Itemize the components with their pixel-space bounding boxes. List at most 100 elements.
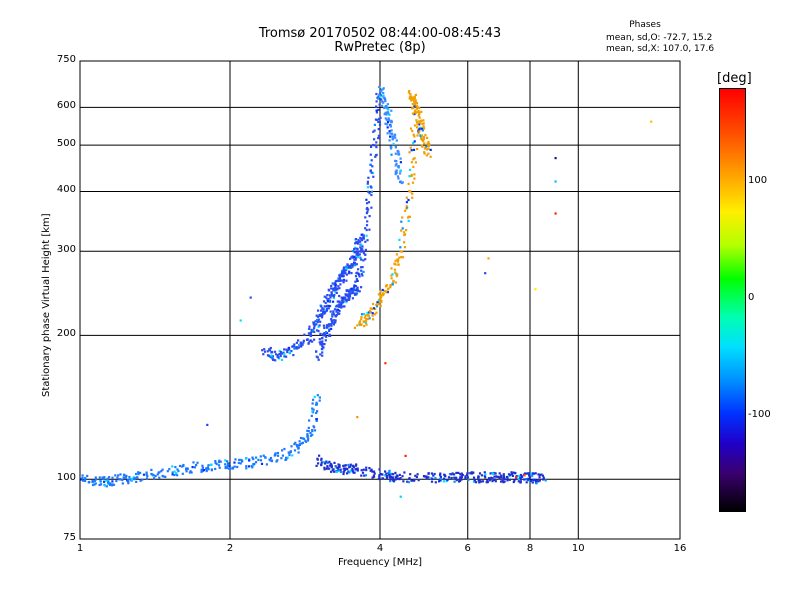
trace-point bbox=[325, 335, 328, 338]
trace-point bbox=[390, 109, 393, 112]
trace-point bbox=[340, 302, 343, 305]
trace-point bbox=[401, 181, 404, 184]
trace-point bbox=[364, 253, 367, 256]
trace-point bbox=[338, 309, 341, 313]
isolated-point bbox=[384, 362, 387, 365]
trace-point bbox=[405, 229, 408, 232]
isolated-point bbox=[239, 319, 242, 322]
trace-point bbox=[128, 475, 131, 479]
trace-point bbox=[357, 272, 360, 275]
trace-point bbox=[364, 474, 367, 477]
trace-point bbox=[350, 256, 353, 259]
trace-point bbox=[263, 350, 267, 353]
trace-point bbox=[314, 320, 317, 323]
trace-point bbox=[378, 475, 381, 478]
trace-point bbox=[386, 103, 389, 106]
trace-point bbox=[330, 465, 333, 468]
trace-point bbox=[366, 311, 369, 314]
trace-point bbox=[174, 466, 177, 469]
trace-point bbox=[378, 468, 381, 471]
trace-point bbox=[404, 209, 407, 212]
trace-point bbox=[106, 477, 109, 480]
trace-point bbox=[340, 306, 343, 309]
trace-point bbox=[380, 295, 383, 298]
trace-point bbox=[285, 355, 288, 358]
trace-point bbox=[397, 165, 400, 168]
trace-point bbox=[394, 152, 397, 155]
trace-point bbox=[354, 285, 358, 288]
trace-point bbox=[224, 459, 227, 462]
trace-point bbox=[210, 468, 213, 471]
trace-point bbox=[389, 475, 393, 478]
trace-point bbox=[323, 295, 326, 298]
trace-point bbox=[383, 289, 386, 293]
trace-point bbox=[226, 466, 229, 469]
trace-point bbox=[405, 205, 408, 208]
trace-point bbox=[425, 154, 428, 157]
trace-point bbox=[411, 129, 414, 133]
trace-point bbox=[399, 180, 402, 183]
trace-point bbox=[399, 157, 402, 160]
trace-point bbox=[371, 314, 374, 317]
trace-point bbox=[341, 297, 344, 300]
trace-point bbox=[122, 476, 125, 479]
trace-point bbox=[370, 159, 373, 162]
trace-point bbox=[371, 171, 375, 175]
trace-point bbox=[400, 220, 403, 223]
trace-point bbox=[389, 125, 392, 128]
trace-point bbox=[173, 470, 176, 473]
trace-point bbox=[94, 482, 97, 485]
trace-point bbox=[218, 459, 221, 462]
trace-point bbox=[377, 108, 380, 111]
trace-point bbox=[379, 293, 383, 296]
trace-point bbox=[423, 152, 426, 155]
trace-point bbox=[307, 430, 310, 433]
trace-point bbox=[320, 316, 324, 319]
trace-point bbox=[411, 196, 414, 199]
trace-point bbox=[360, 474, 363, 477]
trace-point bbox=[541, 474, 544, 477]
trace-point bbox=[347, 293, 351, 296]
trace-point bbox=[331, 315, 334, 318]
trace-point bbox=[384, 100, 387, 103]
trace-point bbox=[371, 302, 375, 306]
trace-point bbox=[382, 294, 385, 297]
trace-point bbox=[391, 273, 394, 276]
trace-point bbox=[103, 476, 106, 479]
trace-point bbox=[323, 312, 326, 315]
trace-point bbox=[137, 471, 140, 474]
trace-point bbox=[395, 171, 398, 174]
trace-point bbox=[338, 294, 341, 298]
trace-point bbox=[344, 294, 348, 297]
trace-point bbox=[356, 279, 359, 282]
trace-point bbox=[373, 129, 376, 132]
trace-point bbox=[410, 173, 413, 176]
trace-point bbox=[324, 301, 327, 304]
trace-point bbox=[372, 130, 375, 133]
trace-point bbox=[494, 472, 497, 475]
trace-point bbox=[414, 161, 417, 164]
trace-point bbox=[352, 288, 355, 291]
isolated-point bbox=[206, 423, 209, 426]
trace-point bbox=[416, 110, 419, 113]
trace-point bbox=[347, 295, 350, 298]
trace-point bbox=[361, 266, 364, 269]
trace-point bbox=[330, 287, 333, 290]
trace-point bbox=[238, 458, 241, 461]
trace-point bbox=[325, 309, 328, 312]
trace-point bbox=[494, 480, 497, 483]
trace-point bbox=[168, 468, 171, 471]
trace-point bbox=[217, 464, 221, 467]
trace-point bbox=[357, 238, 360, 242]
isolated-point bbox=[356, 416, 359, 419]
trace-point bbox=[355, 263, 358, 266]
trace-point bbox=[261, 349, 264, 352]
trace-point bbox=[498, 472, 501, 475]
trace-point bbox=[416, 121, 419, 124]
trace-point bbox=[355, 256, 358, 259]
trace-point bbox=[127, 482, 130, 485]
trace-point bbox=[343, 305, 346, 308]
trace-point bbox=[507, 473, 511, 476]
trace-point bbox=[378, 103, 381, 106]
trace-point bbox=[309, 432, 312, 435]
